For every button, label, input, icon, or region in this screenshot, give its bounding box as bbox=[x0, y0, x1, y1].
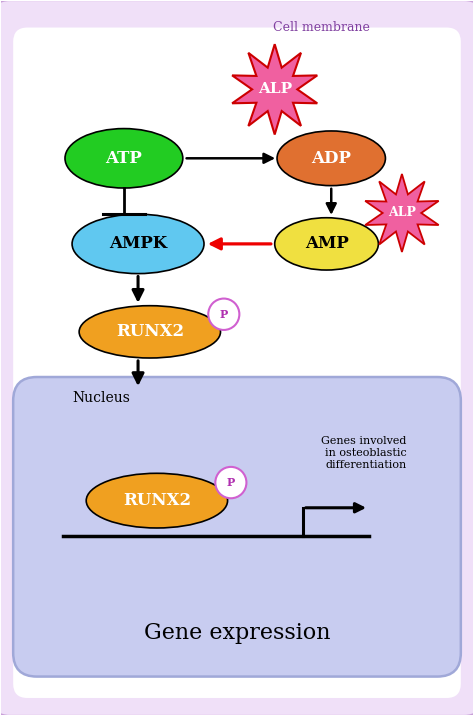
Text: RUNX2: RUNX2 bbox=[116, 324, 184, 340]
Ellipse shape bbox=[277, 131, 385, 185]
Circle shape bbox=[215, 467, 246, 498]
Text: Genes involved
in osteoblastic
differentiation: Genes involved in osteoblastic different… bbox=[321, 437, 407, 470]
Text: ALP: ALP bbox=[258, 82, 292, 97]
Text: ALP: ALP bbox=[388, 206, 416, 220]
Text: P: P bbox=[219, 309, 228, 320]
Ellipse shape bbox=[72, 214, 204, 274]
Ellipse shape bbox=[65, 129, 183, 188]
Text: AMP: AMP bbox=[305, 236, 348, 252]
Polygon shape bbox=[365, 174, 438, 252]
Text: AMPK: AMPK bbox=[109, 236, 167, 252]
Ellipse shape bbox=[86, 473, 228, 528]
Ellipse shape bbox=[79, 306, 220, 358]
Text: RUNX2: RUNX2 bbox=[123, 492, 191, 509]
Text: Nucleus: Nucleus bbox=[72, 392, 130, 405]
FancyBboxPatch shape bbox=[13, 27, 461, 698]
Text: P: P bbox=[227, 477, 235, 488]
Text: Cell membrane: Cell membrane bbox=[273, 21, 370, 34]
Text: ATP: ATP bbox=[106, 150, 142, 167]
Ellipse shape bbox=[275, 218, 378, 270]
Text: Gene expression: Gene expression bbox=[144, 621, 330, 644]
FancyBboxPatch shape bbox=[13, 377, 461, 677]
Polygon shape bbox=[232, 44, 317, 135]
Text: ADP: ADP bbox=[311, 150, 351, 167]
Circle shape bbox=[208, 299, 239, 330]
